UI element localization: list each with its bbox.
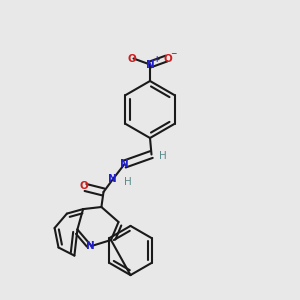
Text: H: H	[159, 151, 167, 161]
Text: +: +	[154, 55, 160, 64]
Text: O: O	[80, 181, 88, 191]
Text: −: −	[170, 49, 176, 58]
Text: O: O	[128, 53, 136, 64]
Text: H: H	[124, 177, 132, 187]
Text: N: N	[119, 159, 128, 169]
Text: O: O	[164, 53, 172, 64]
Text: N: N	[146, 59, 154, 70]
Text: N: N	[108, 173, 117, 184]
Text: N: N	[85, 241, 94, 251]
